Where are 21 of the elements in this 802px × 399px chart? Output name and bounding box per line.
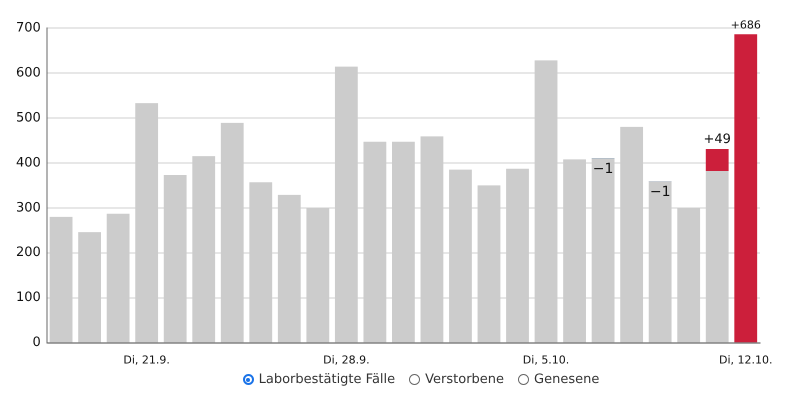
text: Verstorbene bbox=[425, 372, 504, 387]
y-tick-label: 700 bbox=[16, 20, 41, 36]
bar bbox=[734, 34, 758, 342]
y-tick-label: 0 bbox=[32, 335, 41, 350]
data-label: +686 bbox=[730, 18, 761, 32]
y-tick-label: 600 bbox=[16, 65, 41, 80]
bar bbox=[706, 148, 729, 172]
x-tick-label: Di, 5.10. bbox=[522, 353, 570, 366]
data-label: +49 bbox=[703, 132, 731, 147]
y-tick-label: 500 bbox=[16, 110, 41, 126]
x-tick-label: Di, 28.9. bbox=[323, 353, 370, 366]
x-tick-label: Di, 12.10. bbox=[718, 353, 772, 366]
data-label: −1 bbox=[650, 184, 670, 200]
y-tick-label: 200 bbox=[16, 245, 41, 260]
y-tick-label: 100 bbox=[16, 290, 41, 306]
y-tick-label: 300 bbox=[16, 200, 41, 216]
x-tick-label: Di, 21.9. bbox=[123, 353, 170, 366]
data-label: −1 bbox=[592, 161, 614, 178]
text: Genesene bbox=[534, 372, 600, 387]
y-tick-label: 400 bbox=[16, 155, 41, 170]
text: Laborbestätigte Fälle bbox=[258, 372, 396, 387]
